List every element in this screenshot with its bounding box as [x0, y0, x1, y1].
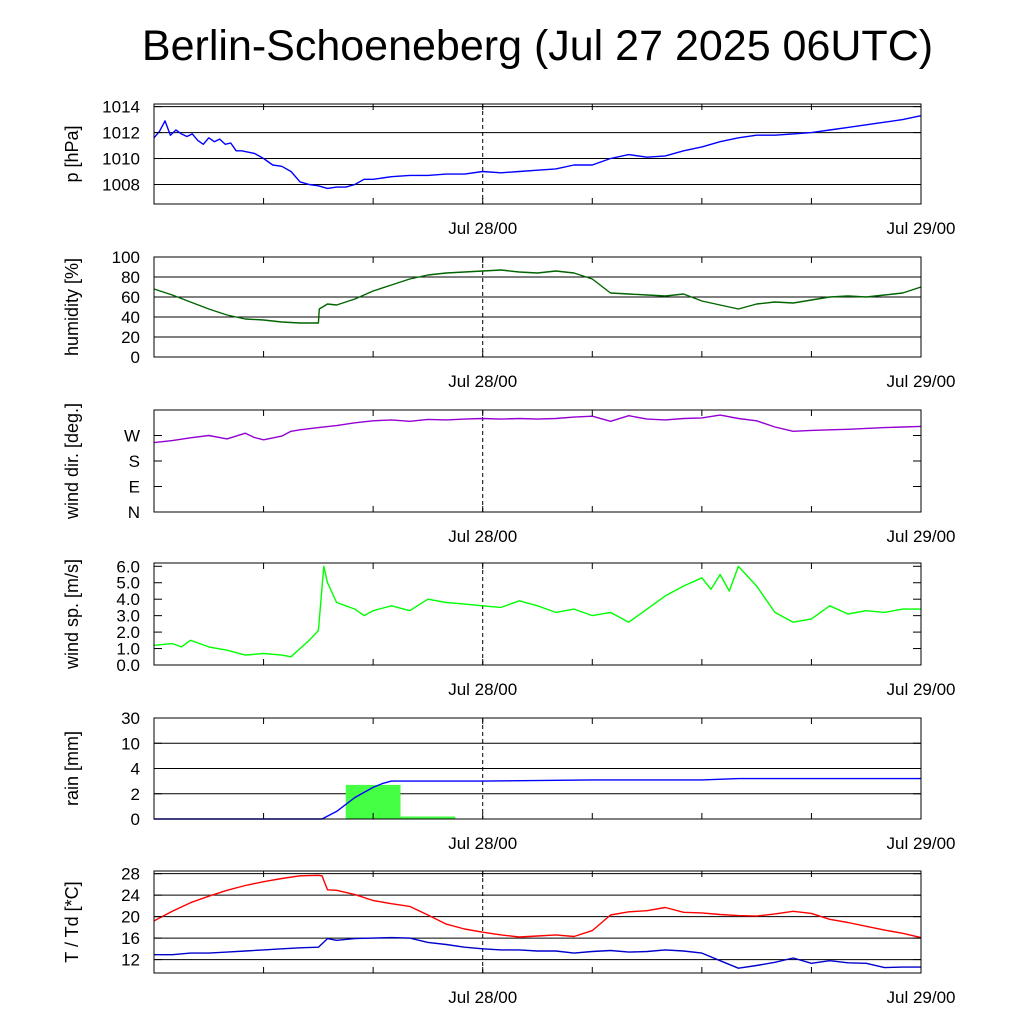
y-tick-label: 1008: [102, 176, 140, 195]
y-axis-label: T / Td [*C]: [62, 881, 82, 962]
y-tick-label: 0: [131, 810, 140, 829]
panel-rain: 0 2 4 10 30 rain [mm] Jul 28/00 Jul 29/00: [62, 709, 956, 853]
y-tick-label: 4.0: [116, 590, 140, 609]
y-tick-label: 40: [121, 308, 140, 327]
x-tick-label: Jul 28/00: [448, 219, 517, 238]
plot-frame: [153, 870, 922, 974]
x-tick-label: Jul 29/00: [887, 372, 956, 391]
y-tick-label: 16: [121, 929, 140, 948]
series-line-rain_cumulative: [154, 777, 921, 820]
plot-frame: [153, 409, 922, 513]
y-tick-label: 3.0: [116, 607, 140, 626]
y-tick-label: 12: [121, 951, 140, 970]
y-tick-label: 100: [112, 248, 140, 267]
x-tick-label: Jul 29/00: [887, 988, 956, 1007]
y-axis-label: rain [mm]: [62, 731, 82, 806]
y-axis-label: humidity [%]: [62, 258, 82, 356]
y-tick-label: 60: [121, 288, 140, 307]
y-tick-label: 20: [121, 908, 140, 927]
rain-bar: [400, 816, 456, 819]
series-line-wind_speed: [153, 565, 921, 658]
series-line-wind_dir: [153, 414, 922, 444]
y-tick-label: 6.0: [116, 557, 140, 576]
x-tick-label: Jul 29/00: [887, 834, 956, 853]
y-tick-label: 0.0: [116, 656, 140, 675]
y-tick-label: 5.0: [116, 574, 140, 593]
y-axis-label: p [hPa]: [62, 125, 82, 182]
y-tick-label: E: [129, 478, 140, 497]
y-tick-label: W: [124, 427, 140, 446]
plot-frame: [153, 103, 922, 205]
y-tick-label: 80: [121, 268, 140, 287]
y-tick-label: 1014: [102, 98, 140, 117]
x-tick-label: Jul 28/00: [448, 372, 517, 391]
y-tick-label: S: [129, 452, 140, 471]
series-line-pressure: [153, 115, 922, 190]
y-axis-label: wind dir. [deg.]: [62, 403, 82, 520]
y-tick-label: 2: [131, 785, 140, 804]
series-line-dewpoint: [154, 936, 921, 969]
plot-frame: [153, 256, 922, 358]
y-tick-label: 0: [131, 348, 140, 367]
y-tick-label: 1012: [102, 124, 140, 143]
panel-temperature: 12 16 20 24 28 T / Td [*C] Jul 28/00 Jul 29/00: [62, 865, 956, 1007]
plot-frame: [153, 562, 922, 666]
y-tick-label: 24: [121, 886, 140, 905]
y-tick-label: 20: [121, 328, 140, 347]
y-tick-label: 10: [121, 734, 140, 753]
y-axis-label: wind sp. [m/s]: [62, 559, 82, 670]
x-tick-label: Jul 28/00: [448, 988, 517, 1007]
x-tick-label: Jul 29/00: [887, 219, 956, 238]
y-tick-label: 28: [121, 865, 140, 884]
series-line-humidity: [153, 269, 922, 324]
panel-wind_speed: 0.01.02.03.04.05.06.0 wind sp. [m/s] Jul 2…: [62, 557, 956, 699]
panel-pressure: 1008 1010 1012 1014 p [hPa] Jul 28/00 Jul 29/0…: [62, 98, 956, 238]
chart-title: Berlin-Schoeneberg (Jul 27 2025 06UTC): [141, 22, 934, 70]
y-tick-label: 1010: [102, 150, 140, 169]
x-tick-label: Jul 28/00: [448, 680, 517, 699]
series-line-temperature: [153, 874, 922, 939]
y-tick-label: 2.0: [116, 623, 140, 642]
x-tick-label: Jul 28/00: [448, 527, 517, 546]
x-tick-label: Jul 28/00: [448, 834, 517, 853]
x-tick-label: Jul 29/00: [887, 527, 956, 546]
y-tick-label: 4: [131, 760, 140, 779]
y-tick-label: 30: [121, 709, 140, 728]
y-tick-label: N: [128, 503, 140, 522]
x-tick-label: Jul 29/00: [887, 680, 956, 699]
y-tick-label: 1.0: [116, 640, 140, 659]
